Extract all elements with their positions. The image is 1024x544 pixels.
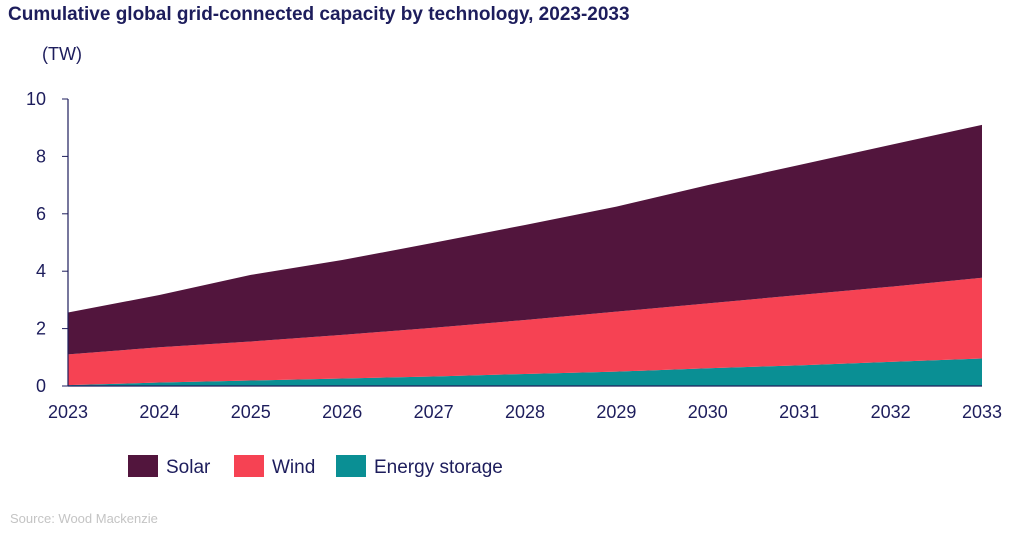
y-tick-label: 6 bbox=[36, 204, 46, 224]
x-tick-label: 2023 bbox=[48, 402, 88, 422]
legend-swatch bbox=[234, 455, 264, 477]
area-solar bbox=[68, 124, 982, 355]
legend-swatch bbox=[128, 455, 158, 477]
y-axis-unit: (TW) bbox=[42, 44, 82, 64]
legend-item-energy-storage: Energy storage bbox=[336, 455, 503, 478]
x-tick-label: 2030 bbox=[688, 402, 728, 422]
x-tick-label: 2027 bbox=[414, 402, 454, 422]
x-tick-label: 2032 bbox=[871, 402, 911, 422]
legend-label: Energy storage bbox=[374, 457, 503, 478]
x-tick-label: 2028 bbox=[505, 402, 545, 422]
source-note: Source: Wood Mackenzie bbox=[10, 511, 158, 526]
legend-label: Wind bbox=[272, 457, 315, 478]
x-tick-label: 2029 bbox=[596, 402, 636, 422]
x-tick-label: 2031 bbox=[779, 402, 819, 422]
y-tick-label: 2 bbox=[36, 319, 46, 339]
x-tick-label: 2033 bbox=[962, 402, 1002, 422]
legend-label: Solar bbox=[166, 457, 211, 478]
y-tick-label: 10 bbox=[26, 89, 46, 109]
legend-swatch bbox=[336, 455, 366, 477]
y-tick-label: 8 bbox=[36, 146, 46, 166]
legend-item-wind: Wind bbox=[234, 455, 315, 478]
area-energy-storage bbox=[68, 358, 982, 386]
area-wind bbox=[68, 277, 982, 386]
y-tick-label: 4 bbox=[36, 261, 46, 281]
x-tick-label: 2025 bbox=[231, 402, 271, 422]
y-tick-label: 0 bbox=[36, 376, 46, 396]
legend-item-solar: Solar bbox=[128, 455, 211, 478]
x-tick-label: 2026 bbox=[322, 402, 362, 422]
chart-title: Cumulative global grid-connected capacit… bbox=[8, 4, 630, 25]
x-tick-label: 2024 bbox=[139, 402, 179, 422]
